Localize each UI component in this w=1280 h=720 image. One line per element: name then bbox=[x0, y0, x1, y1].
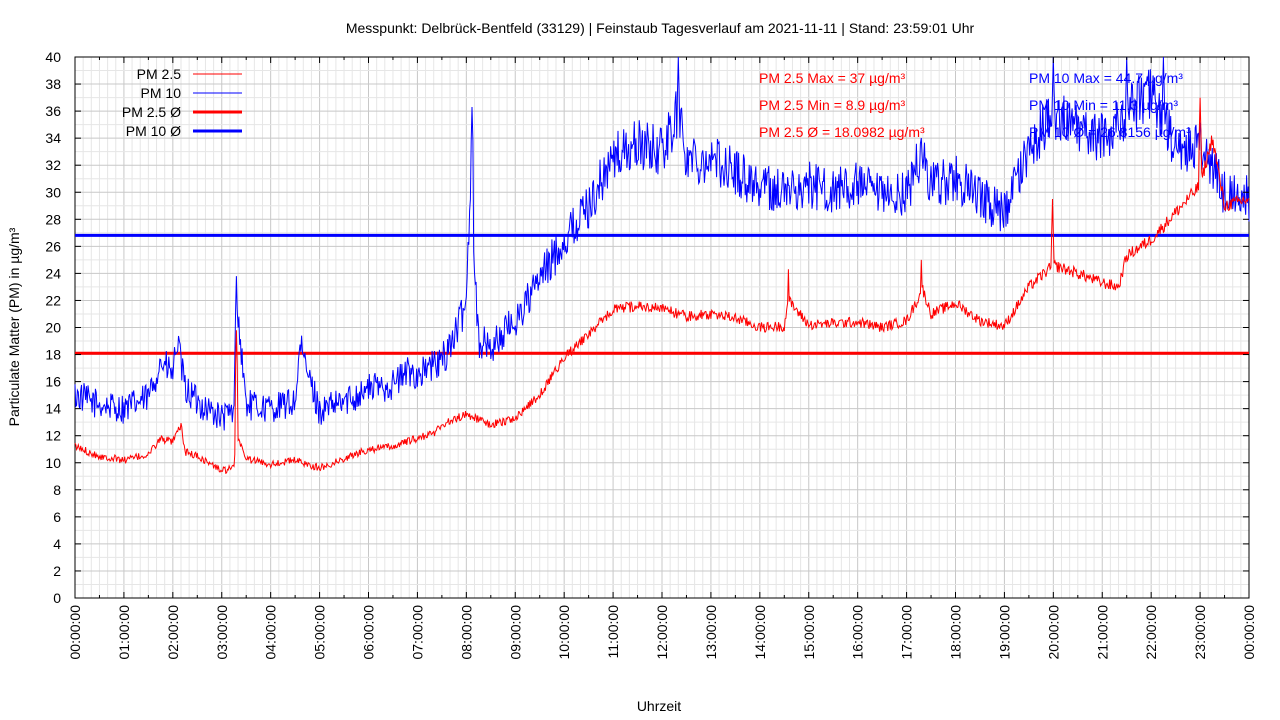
x-tick-label: 20:00:00 bbox=[1045, 605, 1061, 660]
chart-title: Messpunkt: Delbrück-Bentfeld (33129) | F… bbox=[346, 20, 975, 36]
y-tick-label: 14 bbox=[45, 401, 61, 417]
legend-label: PM 2.5 bbox=[137, 66, 182, 82]
y-tick-label: 2 bbox=[53, 563, 61, 579]
y-tick-label: 20 bbox=[45, 320, 61, 336]
x-tick-label: 00:00:00 bbox=[67, 605, 83, 660]
x-tick-label: 17:00:00 bbox=[899, 605, 915, 660]
pm25-stat-annotation: PM 2.5 Min = 8.9 µg/m³ bbox=[759, 97, 906, 113]
y-tick-label: 24 bbox=[45, 265, 61, 281]
x-tick-label: 07:00:00 bbox=[409, 605, 425, 660]
y-tick-label: 16 bbox=[45, 374, 61, 390]
y-tick-label: 26 bbox=[45, 238, 61, 254]
series-layer bbox=[74, 56, 1250, 475]
y-tick-label: 40 bbox=[45, 49, 61, 65]
pm10-stat-annotation: PM 10 Min = 11.3 µg/m³ bbox=[1029, 97, 1178, 113]
y-tick-label: 30 bbox=[45, 184, 61, 200]
x-tick-label: 21:00:00 bbox=[1094, 605, 1110, 660]
pm25-stat-annotation: PM 2.5 Ø = 18.0982 µg/m³ bbox=[759, 124, 925, 140]
x-tick-label: 15:00:00 bbox=[801, 605, 817, 660]
x-tick-label: 08:00:00 bbox=[458, 605, 474, 660]
x-tick-label: 19:00:00 bbox=[996, 605, 1012, 660]
legend-label: PM 2.5 Ø bbox=[122, 104, 181, 120]
y-tick-label: 32 bbox=[45, 157, 61, 173]
y-tick-label: 18 bbox=[45, 347, 61, 363]
x-tick-label: 18:00:00 bbox=[948, 605, 964, 660]
x-tick-label: 14:00:00 bbox=[752, 605, 768, 660]
y-tick-label: 10 bbox=[45, 455, 61, 471]
y-tick-label: 28 bbox=[45, 211, 61, 227]
x-tick-label: 12:00:00 bbox=[654, 605, 670, 660]
y-tick-label: 34 bbox=[45, 130, 61, 146]
y-tick-label: 4 bbox=[53, 536, 61, 552]
annotations: PM 2.5 Max = 37 µg/m³ PM 2.5 Min = 8.9 µg… bbox=[759, 70, 1191, 140]
x-axis-label: Uhrzeit bbox=[637, 698, 681, 714]
pm10-stat-annotation: PM 10 Ø = 26.8156 µg/m³ bbox=[1029, 124, 1191, 140]
y-tick-label: 6 bbox=[53, 509, 61, 525]
x-tick-label: 05:00:00 bbox=[312, 605, 328, 660]
x-tick-label: 06:00:00 bbox=[361, 605, 377, 660]
pm25-stat-annotation: PM 2.5 Max = 37 µg/m³ bbox=[759, 70, 906, 86]
x-tick-label: 00:00:00 bbox=[1241, 605, 1257, 660]
pm10-stat-annotation: PM 10 Max = 44.7 µg/m³ bbox=[1029, 70, 1183, 86]
y-tick-label: 36 bbox=[45, 103, 61, 119]
x-tick-label: 22:00:00 bbox=[1143, 605, 1159, 660]
x-tick-label: 02:00:00 bbox=[165, 605, 181, 660]
legend-label: PM 10 Ø bbox=[126, 123, 181, 139]
x-tick-label: 01:00:00 bbox=[116, 605, 132, 660]
legend: PM 2.5 PM 10 PM 2.5 Ø PM 10 Ø bbox=[122, 66, 242, 139]
x-tick-label: 23:00:00 bbox=[1192, 605, 1208, 660]
x-tick-label: 11:00:00 bbox=[605, 605, 621, 659]
y-axis-label: Particulate Matter (PM) in µg/m³ bbox=[6, 227, 22, 426]
y-tick-label: 0 bbox=[53, 590, 61, 606]
pm25-series-line bbox=[74, 97, 1250, 475]
axes-layer: 024681012141618202224262830323436384000:… bbox=[45, 49, 1257, 660]
x-tick-label: 16:00:00 bbox=[850, 605, 866, 660]
x-tick-label: 09:00:00 bbox=[507, 605, 523, 660]
legend-label: PM 10 bbox=[141, 85, 182, 101]
y-tick-label: 8 bbox=[53, 482, 61, 498]
y-tick-label: 38 bbox=[45, 76, 61, 92]
x-tick-label: 03:00:00 bbox=[214, 605, 230, 660]
y-tick-label: 12 bbox=[45, 428, 61, 444]
x-tick-label: 04:00:00 bbox=[263, 605, 279, 660]
x-tick-label: 13:00:00 bbox=[703, 605, 719, 660]
x-tick-label: 10:00:00 bbox=[556, 605, 572, 660]
y-tick-label: 22 bbox=[45, 292, 61, 308]
